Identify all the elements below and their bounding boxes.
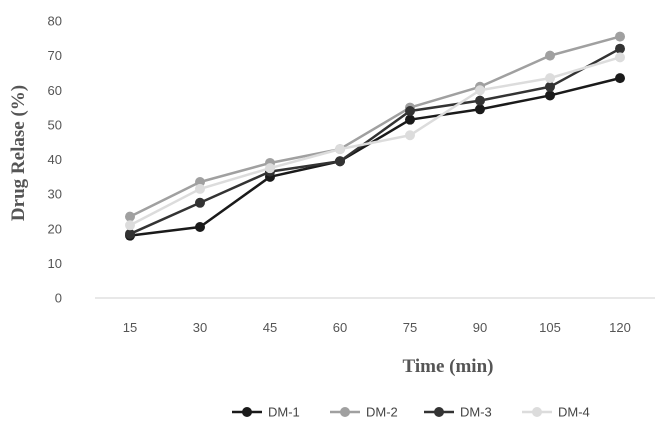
x-axis-title: Time (min) [403,356,494,377]
legend-label: DM-4 [558,405,590,420]
y-tick-label: 0 [55,291,62,306]
legend-marker [434,407,444,417]
y-tick-label: 60 [48,83,62,98]
legend: DM-1 DM-2 DM-3 DM-4 [232,405,590,420]
data-point [335,156,345,167]
series-line [128,76,622,237]
y-axis-ticks: 0 10 20 30 40 50 60 70 80 [48,14,62,306]
series-dm-4 [125,52,625,231]
data-point [615,73,625,84]
data-point [545,81,555,92]
x-tick-label: 45 [263,320,277,335]
x-axis-ticks: 15 30 45 60 75 90 105 120 [123,320,631,335]
x-tick-label: 60 [333,320,347,335]
legend-item: DM-2 [330,405,398,420]
data-point [195,183,205,194]
legend-marker [340,407,350,417]
x-tick-label: 75 [403,320,417,335]
data-point [615,52,625,63]
data-point [125,228,135,239]
data-point [195,197,205,208]
data-point [615,31,625,42]
y-tick-label: 30 [48,187,62,202]
legend-item: DM-1 [232,405,300,420]
data-point [475,95,485,106]
series-line [128,56,622,227]
legend-label: DM-2 [366,405,398,420]
x-tick-label: 30 [193,320,207,335]
x-tick-label: 15 [123,320,137,335]
data-point [335,144,345,155]
x-tick-label: 105 [539,320,561,335]
series-dm-3 [125,43,625,239]
data-point [195,222,205,233]
data-point [475,104,485,115]
data-point [545,50,555,61]
x-tick-label: 90 [473,320,487,335]
data-point [405,106,415,117]
y-axis-title: Drug Relase (%) [8,85,29,221]
data-point [265,163,275,174]
data-point [125,220,135,231]
y-tick-label: 40 [48,152,62,167]
legend-item: DM-3 [424,405,492,420]
y-tick-label: 20 [48,221,62,236]
legend-marker [242,407,252,417]
y-tick-label: 70 [48,48,62,63]
series-dm-1 [125,73,625,241]
data-point [615,43,625,54]
legend-label: DM-1 [268,405,300,420]
series-layer [125,31,625,241]
data-point [195,177,205,188]
legend-item: DM-4 [522,405,590,420]
data-point [545,90,555,101]
data-point [125,211,135,222]
y-tick-label: 10 [48,256,62,271]
x-tick-label: 120 [609,320,631,335]
data-point [475,85,485,96]
y-tick-label: 80 [48,14,62,29]
series-line [128,35,622,218]
data-point [405,130,415,141]
series-line [128,47,622,236]
legend-marker [532,407,542,417]
legend-label: DM-3 [460,405,492,420]
y-tick-label: 50 [48,117,62,132]
data-point [545,73,555,84]
data-point [405,114,415,125]
